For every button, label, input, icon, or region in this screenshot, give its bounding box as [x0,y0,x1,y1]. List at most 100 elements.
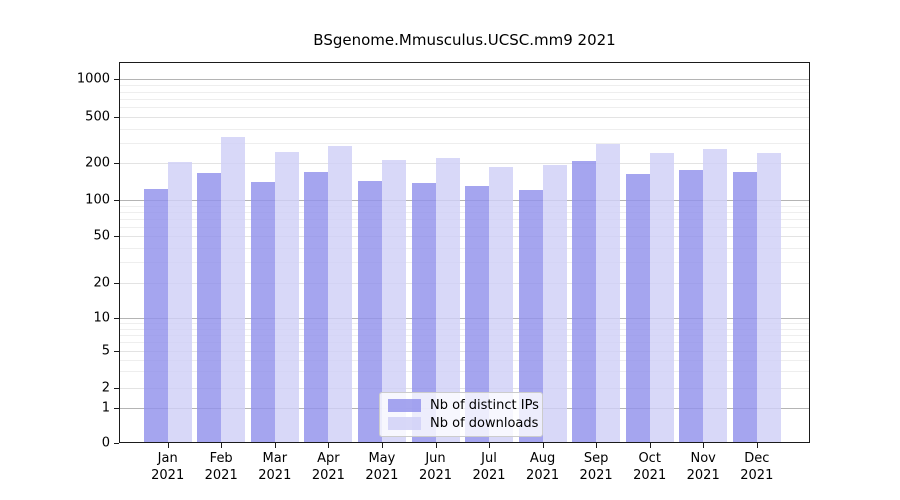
gridline-minor [119,91,810,93]
bar-distinct-ips [625,174,650,443]
gridline [119,200,810,202]
gridline-minor [119,218,810,220]
x-tick-month: Mar [262,451,288,466]
gridline-minor [119,85,810,87]
x-axis-tick-label: May 2021 [365,451,398,485]
gridline [119,79,810,81]
x-axis-tick-label: Sep 2021 [580,451,613,485]
y-axis-tick-label: 100 [85,192,110,208]
y-axis-tick-label: 200 [85,155,110,171]
x-tick-year: 2021 [418,467,453,483]
gridline-minor [119,98,810,100]
x-tick-mark [167,443,169,448]
x-tick-month: Oct [638,451,661,466]
bar-downloads [542,164,567,443]
gridline-minor [119,247,810,249]
x-axis-tick-label: Nov 2021 [687,451,720,485]
bar-distinct-ips [572,161,597,443]
gridline-minor [119,205,810,207]
y-tick-mark [114,387,119,389]
y-tick-mark [114,200,119,202]
gridline [119,318,810,320]
gridline-minor [119,226,810,228]
legend: Nb of distinct IPs Nb of downloads [379,392,543,437]
x-tick-mark [489,443,490,448]
x-tick-mark [381,443,383,448]
bar-downloads [167,161,192,443]
x-axis-tick-label: Apr 2021 [312,451,345,485]
bar-downloads [756,152,781,443]
y-axis-tick-label: 1 [101,400,110,416]
x-tick-year: 2021 [740,467,774,483]
x-axis-tick-label: Jul 2021 [472,451,505,485]
legend-swatch-distinct-ips [388,399,421,412]
gridline [119,163,810,165]
x-tick-month: Jul [481,451,497,466]
x-tick-mark [756,443,758,448]
x-tick-month: Apr [317,451,340,466]
y-axis-tick-label: 0 [101,435,110,451]
y-axis-tick-label: 1000 [76,71,110,87]
gridline-minor [119,328,810,330]
bar-distinct-ips [197,173,222,443]
bar-downloads [596,144,621,443]
y-tick-mark [114,351,119,352]
x-axis-tick-label: Jun 2021 [419,451,452,485]
y-tick-mark [114,443,119,444]
x-axis-tick-label: Mar 2021 [258,451,291,485]
y-tick-mark [114,117,119,119]
bar-distinct-ips [357,181,382,443]
x-tick-mark [596,443,598,448]
x-axis-tick-label: Aug 2021 [526,451,559,485]
gridline [119,282,810,284]
y-tick-mark [114,318,119,320]
gridline-minor [119,335,810,337]
x-tick-mark [274,443,276,448]
bar-distinct-ips [250,182,275,443]
bar-downloads [221,136,246,443]
x-tick-month: Aug [529,451,556,466]
y-tick-mark [114,163,119,165]
legend-item-distinct-ips: Nb of distinct IPs [388,398,539,413]
x-tick-month: Jan [157,451,178,466]
x-tick-year: 2021 [686,467,720,483]
gridline [119,117,810,119]
x-tick-year: 2021 [151,467,185,483]
plot-area: Nb of distinct IPs Nb of downloads 0 1 2 5 1… [77,62,810,483]
y-axis-tick-label: 5 [101,343,110,359]
x-tick-year: 2021 [472,467,506,483]
bar-downloads [649,153,674,443]
x-axis-tick-label: Oct 2021 [633,451,666,485]
bar-downloads [703,149,728,443]
chart-title: BSgenome.Mmusculus.UCSC.mm9 2021 [313,31,616,49]
y-tick-mark [114,236,119,238]
legend-swatch-downloads [388,417,421,430]
x-tick-month: Jun [425,451,446,466]
gridline-minor [119,371,810,373]
gridline-minor [119,342,810,344]
x-tick-year: 2021 [526,467,560,483]
x-tick-month: Feb [209,451,233,466]
x-tick-month: Dec [744,451,770,466]
y-axis-tick-label: 10 [93,310,110,326]
bar-distinct-ips [679,169,704,443]
x-axis-tick-label: Feb 2021 [205,451,238,485]
y-tick-mark [114,408,119,409]
x-tick-month: Sep [583,451,609,466]
legend-label-distinct-ips: Nb of distinct IPs [430,398,539,413]
gridline-minor [119,142,810,144]
x-tick-mark [703,443,705,448]
gridline-minor [119,128,810,130]
x-tick-mark [328,443,330,448]
gridline [119,351,810,352]
x-tick-mark [435,443,437,448]
bar-distinct-ips [732,172,757,443]
x-axis-tick-label: Jan 2021 [151,451,184,485]
bar-downloads [328,145,353,443]
x-tick-mark [542,443,544,448]
legend-label-downloads: Nb of downloads [430,416,539,431]
bar-distinct-ips [304,171,329,443]
y-axis-tick-label: 500 [85,109,110,125]
gridline-minor [119,359,810,361]
